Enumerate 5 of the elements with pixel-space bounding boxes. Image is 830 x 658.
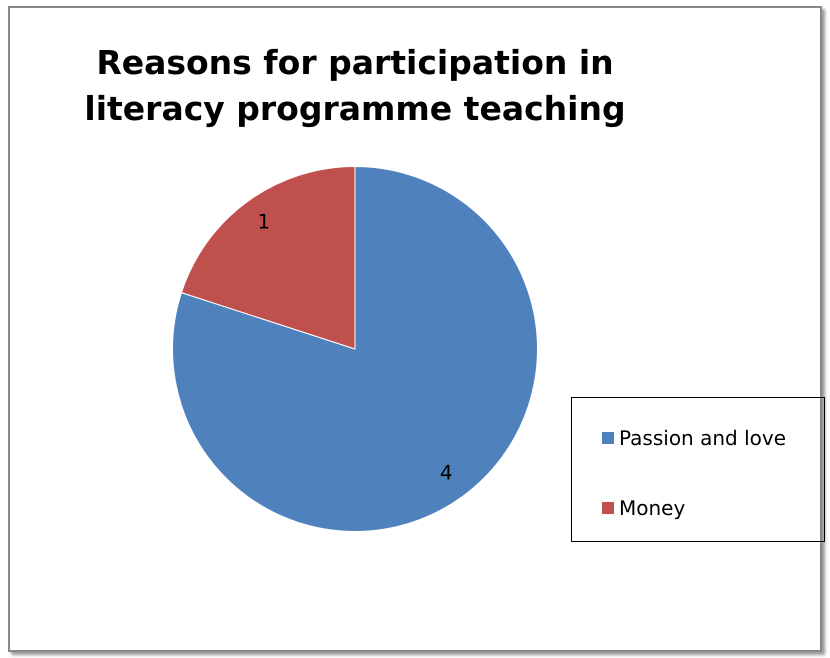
legend-label: Passion and love [619, 426, 786, 450]
data-label: 1 [257, 210, 270, 234]
chart-title: Reasons for participation in literacy programme teaching [83, 42, 627, 130]
legend-label: Money [619, 496, 686, 520]
data-label: 4 [440, 460, 453, 485]
